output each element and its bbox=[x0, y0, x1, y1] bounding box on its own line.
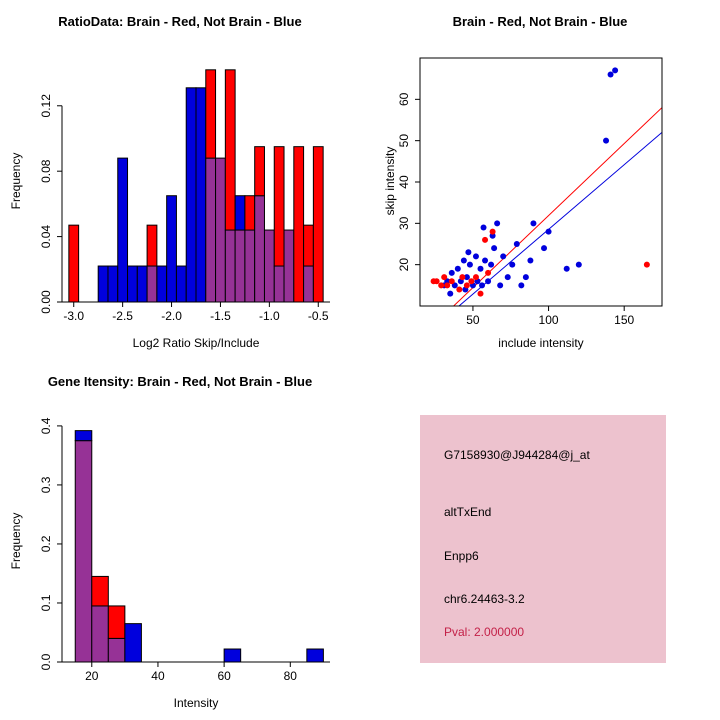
info-box: G7158930@J944284@j_at altTxEnd Enpp6 chr… bbox=[420, 415, 666, 663]
svg-text:-1.5: -1.5 bbox=[210, 309, 231, 323]
chromosome-location-text: chr6.24463-3.2 bbox=[444, 592, 525, 606]
svg-text:0.04: 0.04 bbox=[39, 225, 53, 249]
svg-text:20: 20 bbox=[85, 669, 99, 683]
svg-text:80: 80 bbox=[284, 669, 298, 683]
ratio-histogram-title: RatioData: Brain - Red, Not Brain - Blue bbox=[58, 14, 302, 29]
probe-id-text: G7158930@J944284@j_at bbox=[444, 448, 590, 462]
svg-text:30: 30 bbox=[397, 216, 411, 230]
svg-text:60: 60 bbox=[397, 92, 411, 106]
event-type-text: altTxEnd bbox=[444, 505, 492, 519]
svg-text:-0.5: -0.5 bbox=[308, 309, 329, 323]
svg-text:-1.0: -1.0 bbox=[259, 309, 280, 323]
svg-text:0.1: 0.1 bbox=[39, 594, 53, 611]
svg-text:0.0: 0.0 bbox=[39, 653, 53, 670]
gene-histogram-x-axis-label: Intensity bbox=[173, 696, 219, 710]
svg-text:0.4: 0.4 bbox=[39, 417, 53, 434]
scatter-x-axis-label: include intensity bbox=[498, 336, 584, 350]
svg-text:60: 60 bbox=[217, 669, 231, 683]
ratio-histogram-x-axis-label: Log2 Ratio Skip/Include bbox=[132, 336, 260, 350]
svg-text:0.12: 0.12 bbox=[39, 94, 53, 118]
ratio-histogram-plot: -3.0 -2.5 -2.0 -1.5 -1.0 -0.5 0.00 0.04 0.08 0.12 bbox=[39, 69, 330, 323]
scatter-title: Brain - Red, Not Brain - Blue bbox=[452, 14, 628, 29]
pval-text: Pval: 2.000000 bbox=[444, 625, 525, 639]
gene-histogram-title: Gene Itensity: Brain - Red, Not Brain - … bbox=[47, 374, 313, 389]
intensity-scatter-plot: 50 100 150 20 30 40 50 60 bbox=[397, 57, 663, 327]
gene-histogram-plot: 20 40 60 80 0.0 0.1 0.2 0.3 0.4 bbox=[39, 417, 330, 683]
svg-text:20: 20 bbox=[397, 258, 411, 272]
svg-text:-2.0: -2.0 bbox=[161, 309, 182, 323]
svg-text:40: 40 bbox=[397, 175, 411, 189]
svg-text:-3.0: -3.0 bbox=[63, 309, 84, 323]
svg-text:100: 100 bbox=[539, 313, 559, 327]
svg-text:50: 50 bbox=[397, 134, 411, 148]
svg-text:40: 40 bbox=[151, 669, 165, 683]
panel-intensity-scatter: Brain - Red, Not Brain - Blue skip inten… bbox=[360, 0, 720, 360]
svg-text:0.08: 0.08 bbox=[39, 159, 53, 183]
gene-name-text: Enpp6 bbox=[444, 549, 479, 563]
svg-text:0.00: 0.00 bbox=[39, 290, 53, 314]
svg-text:150: 150 bbox=[614, 313, 634, 327]
panel-gene-histogram: Gene Itensity: Brain - Red, Not Brain - … bbox=[0, 360, 360, 720]
panel-info: G7158930@J944284@j_at altTxEnd Enpp6 chr… bbox=[360, 360, 720, 720]
svg-text:50: 50 bbox=[466, 313, 480, 327]
svg-text:0.2: 0.2 bbox=[39, 535, 53, 552]
panel-ratio-histogram: RatioData: Brain - Red, Not Brain - Blue… bbox=[0, 0, 360, 360]
svg-text:0.3: 0.3 bbox=[39, 476, 53, 493]
svg-text:-2.5: -2.5 bbox=[112, 309, 133, 323]
